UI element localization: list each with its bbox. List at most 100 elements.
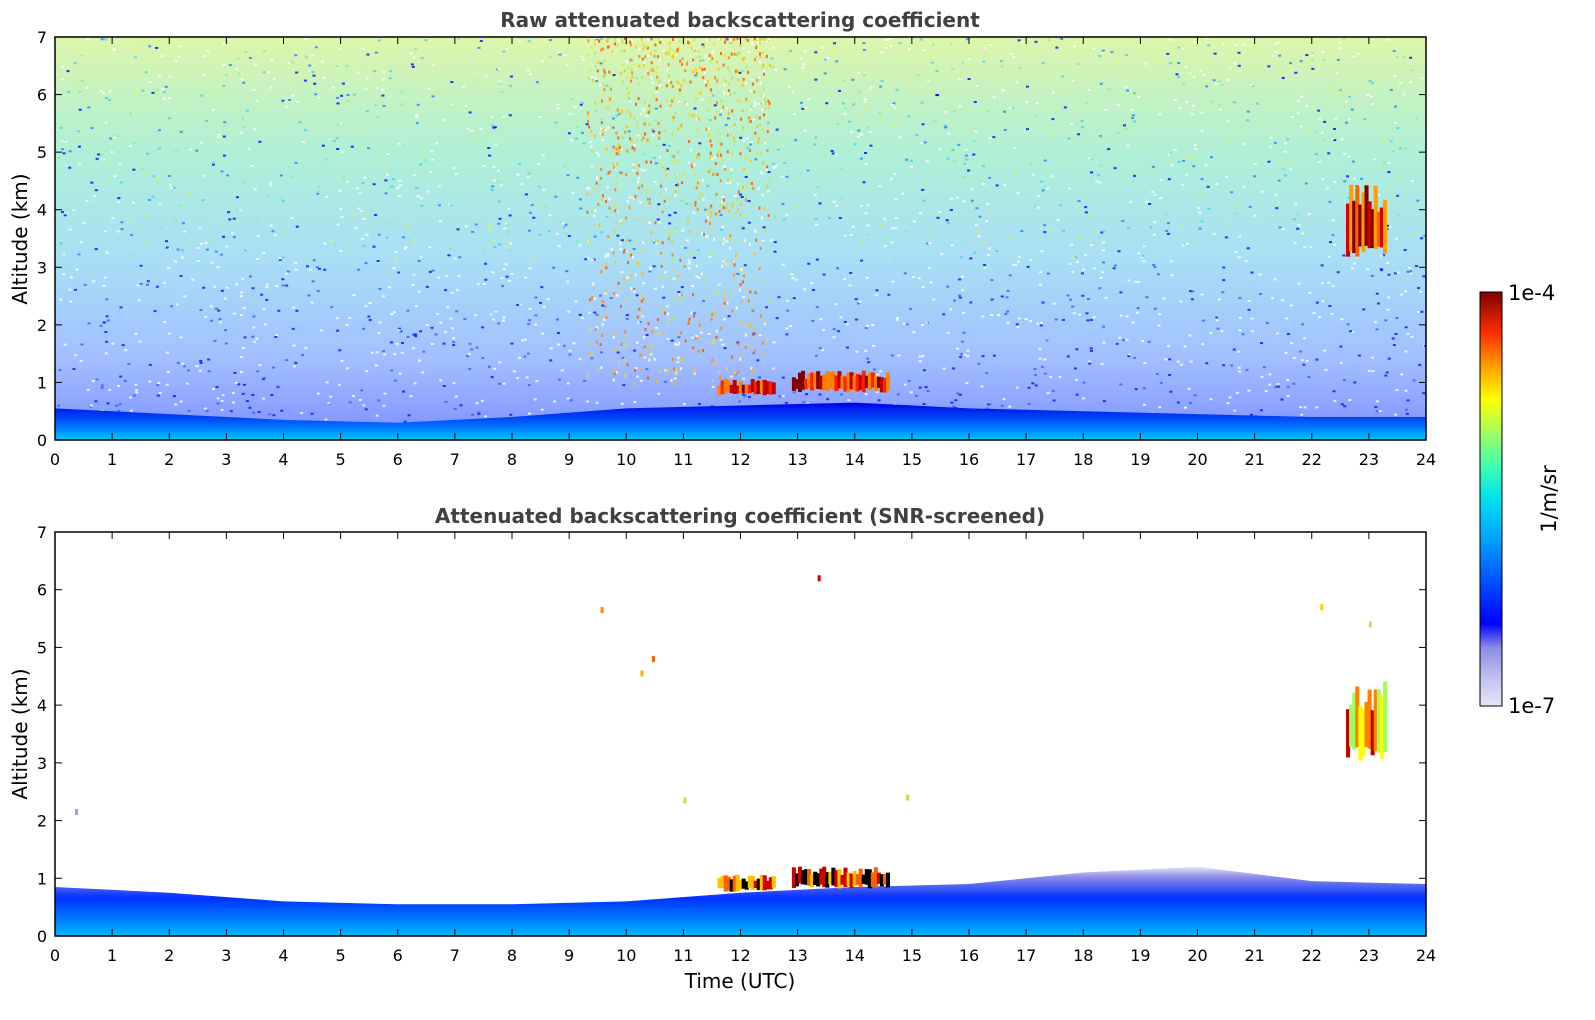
noise-dot bbox=[1074, 378, 1078, 381]
noise-dot bbox=[211, 108, 215, 111]
signal-dot bbox=[716, 153, 719, 157]
noise-dot bbox=[1257, 66, 1261, 69]
signal-dot bbox=[708, 38, 711, 42]
noise-dot bbox=[454, 395, 458, 398]
noise-dot bbox=[278, 257, 282, 260]
noise-dot bbox=[221, 394, 225, 397]
y-tick-label: 6 bbox=[37, 581, 47, 600]
signal-dot bbox=[758, 116, 761, 120]
noise-dot bbox=[606, 253, 610, 256]
noise-dot bbox=[1404, 350, 1408, 353]
signal-dot bbox=[639, 112, 642, 116]
noise-dot bbox=[425, 323, 429, 326]
noise-dot bbox=[1230, 191, 1234, 194]
noise-dot bbox=[274, 335, 278, 338]
noise-dot bbox=[479, 127, 483, 130]
x-tick-label: 15 bbox=[902, 450, 922, 469]
noise-dot bbox=[100, 153, 104, 156]
noise-dot bbox=[304, 38, 308, 41]
noise-dot bbox=[581, 131, 585, 134]
noise-dot bbox=[158, 392, 162, 395]
noise-dot bbox=[262, 397, 266, 400]
noise-dot bbox=[356, 71, 360, 74]
noise-dot bbox=[721, 226, 725, 229]
signal-dot bbox=[629, 137, 632, 141]
x-tick-label: 13 bbox=[787, 946, 807, 965]
signal-dot bbox=[672, 155, 675, 159]
signal-dot bbox=[701, 348, 704, 352]
noise-dot bbox=[100, 384, 104, 387]
signal-dot bbox=[587, 111, 590, 115]
noise-dot bbox=[199, 359, 203, 362]
noise-dot bbox=[949, 42, 953, 45]
noise-dot bbox=[557, 343, 561, 346]
noise-dot bbox=[851, 78, 855, 81]
noise-dot bbox=[548, 56, 552, 59]
noise-dot bbox=[1204, 164, 1208, 167]
noise-dot bbox=[475, 402, 479, 405]
noise-dot bbox=[771, 367, 775, 370]
noise-dot bbox=[1332, 390, 1336, 393]
signal-dot bbox=[591, 78, 594, 82]
noise-dot bbox=[831, 152, 835, 155]
noise-dot bbox=[662, 296, 666, 299]
signal-dot bbox=[648, 110, 651, 114]
noise-dot bbox=[652, 156, 656, 159]
noise-dot bbox=[720, 205, 724, 208]
noise-dot bbox=[558, 378, 562, 381]
noise-dot bbox=[981, 355, 985, 358]
y-tick-label: 2 bbox=[37, 812, 47, 831]
signal-dot bbox=[605, 316, 608, 320]
signal-dot bbox=[672, 298, 675, 302]
noise-dot bbox=[595, 313, 599, 316]
noise-dot bbox=[58, 298, 62, 301]
noise-dot bbox=[136, 284, 140, 287]
noise-dot bbox=[449, 317, 453, 320]
noise-dot bbox=[388, 77, 392, 80]
isolated-return bbox=[1368, 621, 1372, 628]
signal-dot bbox=[756, 135, 759, 139]
noise-dot bbox=[407, 414, 411, 417]
noise-dot bbox=[572, 342, 576, 345]
noise-dot bbox=[617, 153, 621, 156]
noise-dot bbox=[228, 64, 232, 67]
noise-dot bbox=[1080, 272, 1084, 275]
noise-dot bbox=[1188, 334, 1192, 337]
signal-dot bbox=[705, 127, 708, 131]
signal-dot bbox=[762, 352, 765, 356]
noise-dot bbox=[744, 175, 748, 178]
noise-dot bbox=[1072, 312, 1076, 315]
noise-dot bbox=[1233, 212, 1237, 215]
signal-dot bbox=[648, 358, 651, 362]
signal-dot bbox=[614, 42, 617, 46]
noise-dot bbox=[442, 342, 446, 345]
noise-dot bbox=[62, 253, 66, 256]
noise-dot bbox=[814, 354, 818, 357]
noise-dot bbox=[1323, 120, 1327, 123]
noise-dot bbox=[692, 256, 696, 259]
noise-dot bbox=[932, 43, 936, 46]
noise-dot bbox=[496, 180, 500, 183]
noise-dot bbox=[745, 146, 749, 149]
signal-dot bbox=[636, 138, 639, 142]
noise-dot bbox=[414, 335, 418, 338]
signal-dot bbox=[670, 316, 673, 320]
noise-dot bbox=[1005, 296, 1009, 299]
noise-dot bbox=[1394, 237, 1398, 240]
noise-dot bbox=[1299, 406, 1303, 409]
noise-dot bbox=[1366, 268, 1370, 271]
signal-dot bbox=[722, 292, 725, 296]
noise-dot bbox=[1129, 225, 1133, 228]
noise-dot bbox=[294, 361, 298, 364]
cloud-streak bbox=[753, 880, 758, 889]
noise-dot bbox=[895, 88, 899, 91]
signal-dot bbox=[759, 246, 762, 250]
noise-dot bbox=[914, 394, 918, 397]
signal-dot bbox=[703, 295, 706, 299]
noise-dot bbox=[1303, 406, 1307, 409]
noise-dot bbox=[412, 56, 416, 59]
noise-dot bbox=[362, 218, 366, 221]
noise-dot bbox=[387, 286, 391, 289]
noise-dot bbox=[362, 244, 366, 247]
signal-dot bbox=[756, 55, 759, 59]
